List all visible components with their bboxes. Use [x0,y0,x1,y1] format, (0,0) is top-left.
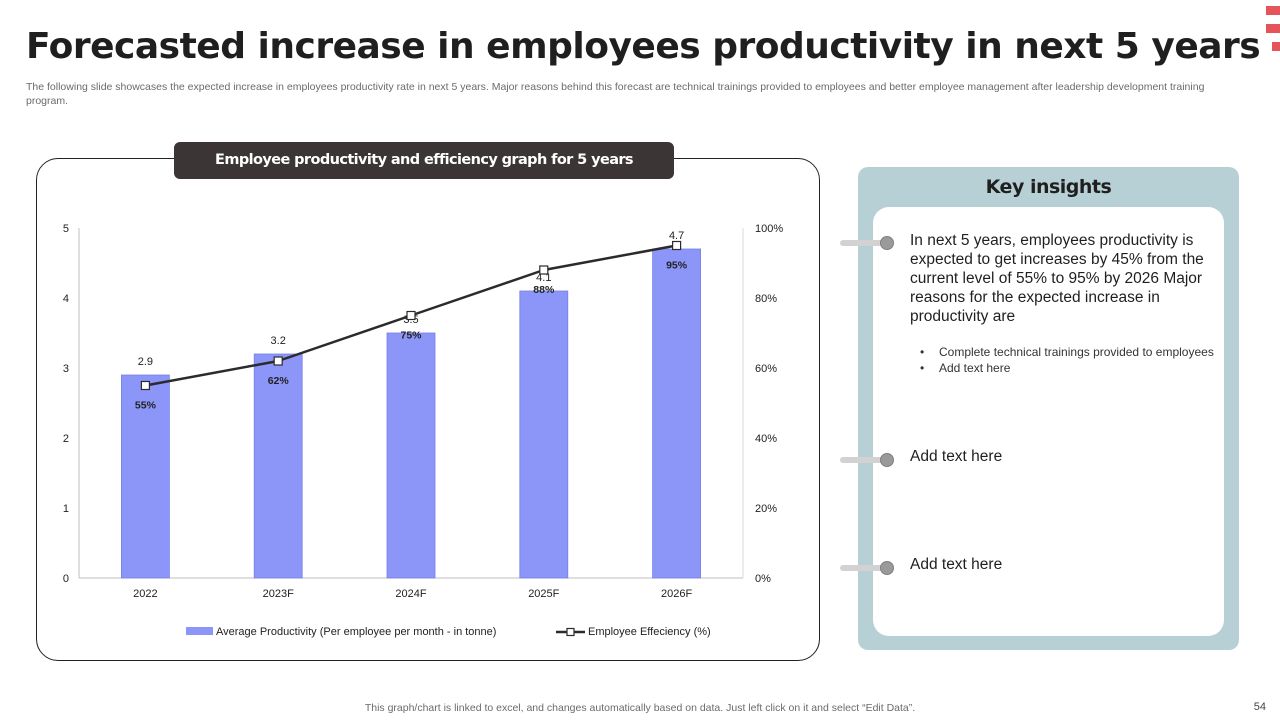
y2-tick-label: 0% [755,573,771,585]
line-data-label: 55% [135,400,157,412]
line-data-label: 75% [400,330,422,342]
productivity-bar [253,353,303,579]
efficiency-line-segment [410,268,545,317]
footer-note: This graph/chart is linked to excel, and… [364,702,916,714]
y2-tick-label: 80% [755,293,777,305]
efficiency-line-segment [543,244,677,272]
insights-card [873,207,1224,636]
efficiency-point [406,310,416,321]
line-data-label: 62% [268,375,290,387]
y-tick-label: 1 [63,503,69,515]
insight-bullet[interactable]: Complete technical trainings provided to… [920,344,1220,360]
efficiency-line-segment [145,359,279,387]
y2-tick-label: 20% [755,503,777,515]
x-tick-label: 2022 [133,588,157,600]
productivity-bar [386,332,436,579]
legend-label-efficiency: Employee Effeciency (%) [588,626,711,638]
productivity-bar [519,290,569,579]
bar-data-label: 2.9 [138,356,153,368]
x-tick-label: 2024F [395,588,426,600]
insight-bullets: Complete technical trainings provided to… [920,344,1220,376]
insight-item-2[interactable]: Add text here [910,448,1003,465]
line-data-label: 88% [533,284,555,296]
y2-tick-label: 60% [755,363,777,375]
pin-icon [840,236,894,250]
bar-data-label: 4.7 [669,230,684,242]
x-tick-label: 2025F [528,588,559,600]
productivity-chart[interactable]: 0 1 2 3 4 5 0% 20% 40% 60% 80% 100% 2022 2023F 2024F 20… [36,158,818,659]
insight-main-text[interactable]: In next 5 years, employees productivity … [910,232,1204,325]
efficiency-point [273,356,283,366]
y2-tick-label: 40% [755,433,777,445]
y-tick-label: 0 [63,573,69,585]
efficiency-point [140,380,151,391]
legend-swatch-productivity [186,627,213,635]
page-number: 54 [1253,701,1266,713]
efficiency-point [539,265,549,275]
pin-icon [840,561,894,575]
pin-icon [840,453,894,467]
x-tick-label: 2026F [661,588,692,600]
insight-bullet[interactable]: Add text here [920,360,1220,376]
x-tick-label: 2023F [263,588,294,600]
y-tick-label: 2 [63,433,69,445]
page-title: Forecasted increase in employees product… [26,26,1261,67]
corner-decoration [1266,6,1280,60]
insights-title: Key insights [985,176,1112,198]
y2-tick-label: 100% [755,223,783,235]
efficiency-point [671,240,682,251]
y-tick-label: 5 [63,223,69,235]
insight-item-3[interactable]: Add text here [910,556,1003,573]
y-tick-label: 4 [63,293,69,305]
bar-data-label: 3.2 [271,335,286,347]
y-tick-label: 3 [63,363,69,375]
efficiency-line-segment [277,314,412,363]
bar-data-label: 4.1 [536,272,551,284]
chart-header: Employee productivity and efficiency gra… [174,142,674,179]
legend-marker-efficiency [566,627,575,637]
productivity-bar [121,374,170,579]
page-subtitle: The following slide showcases the expect… [26,81,1205,107]
legend-label-productivity: Average Productivity (Per employee per m… [216,626,496,638]
line-data-label: 95% [666,260,688,272]
productivity-bar [652,248,701,579]
